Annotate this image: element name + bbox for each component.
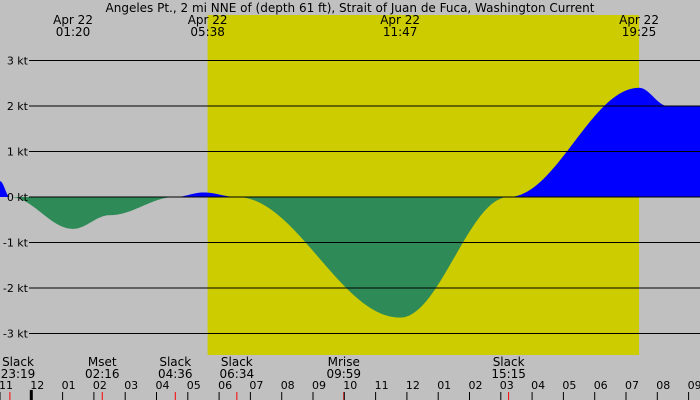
current-area	[0, 87, 700, 318]
flood-area	[0, 87, 700, 197]
y-tick-label: -3 kt	[3, 328, 29, 341]
event-label: Slack	[159, 355, 191, 369]
chart-title: Angeles Pt., 2 mi NNE of (depth 61 ft), …	[106, 1, 595, 15]
hour-label: 02	[93, 379, 107, 392]
event-time: 02:16	[85, 367, 120, 381]
y-tick-label: 2 kt	[7, 100, 29, 113]
hour-label: 11	[0, 379, 13, 392]
hour-label: 06	[594, 379, 608, 392]
hour-label: 06	[218, 379, 232, 392]
y-tick-label: 1 kt	[7, 146, 29, 159]
top-time-label: 19:25	[622, 25, 657, 39]
y-tick-label: -2 kt	[3, 282, 29, 295]
hour-label: 03	[124, 379, 138, 392]
event-label: Slack	[221, 355, 253, 369]
hour-label: 08	[281, 379, 295, 392]
top-time-label: 11:47	[383, 25, 418, 39]
hour-label: 10	[343, 379, 357, 392]
event-time: 09:59	[326, 367, 361, 381]
top-time-label: 01:20	[56, 25, 91, 39]
event-time: 15:15	[491, 367, 526, 381]
hour-label: 01	[437, 379, 451, 392]
time-axis: Slack23:19Mset02:16Slack04:36Slack06:34M…	[0, 355, 700, 400]
ebb-area	[0, 197, 700, 318]
y-tick-label: 0 kt	[7, 191, 29, 204]
hour-label: 08	[656, 379, 670, 392]
hour-label: 12	[30, 379, 44, 392]
hour-label: 09	[688, 379, 700, 392]
top-date-label: Apr 22	[619, 13, 659, 27]
hour-label: 04	[156, 379, 170, 392]
event-time: 23:19	[1, 367, 36, 381]
hour-label: 12	[406, 379, 420, 392]
event-time: 06:34	[220, 367, 255, 381]
y-tick-label: -1 kt	[3, 237, 29, 250]
hour-label: 05	[562, 379, 576, 392]
event-time: 04:36	[158, 367, 193, 381]
top-date-label: Apr 22	[53, 13, 93, 27]
top-time-label: 05:38	[190, 25, 225, 39]
event-label: Slack	[2, 355, 34, 369]
hour-label: 07	[249, 379, 263, 392]
hour-label: 03	[500, 379, 514, 392]
top-date-label: Apr 22	[188, 13, 228, 27]
gridlines: 3 kt 2 kt 1 kt 0 kt -1 kt -2 kt -3 kt	[3, 55, 700, 341]
event-label: Mrise	[328, 355, 360, 369]
hour-label: 04	[531, 379, 545, 392]
hour-label: 09	[312, 379, 326, 392]
y-tick-label: 3 kt	[7, 55, 29, 68]
top-date-label: Apr 22	[380, 13, 420, 27]
hour-label: 01	[62, 379, 76, 392]
hour-label: 02	[469, 379, 483, 392]
chart-labels: Angeles Pt., 2 mi NNE of (depth 61 ft), …	[53, 1, 659, 39]
hour-label: 05	[187, 379, 201, 392]
event-label: Slack	[493, 355, 525, 369]
hour-label: 11	[375, 379, 389, 392]
event-label: Mset	[88, 355, 117, 369]
hour-label: 07	[625, 379, 639, 392]
